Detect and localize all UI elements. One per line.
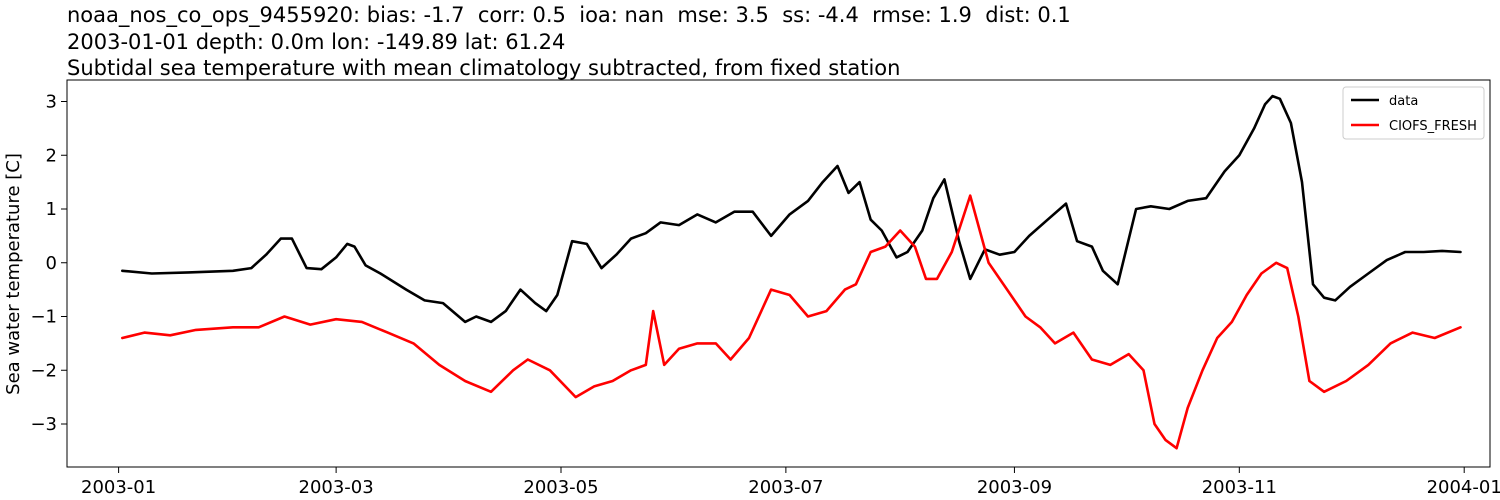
x-tick-label: 2003-03 (299, 477, 374, 498)
legend-label: CIOFS_FRESH (1389, 119, 1477, 134)
legend-label: data (1389, 94, 1418, 109)
y-axis-label: Sea water temperature [C] (3, 153, 24, 395)
y-tick-label: −2 (30, 360, 57, 381)
y-tick-label: 1 (46, 199, 57, 220)
y-tick-label: 3 (46, 92, 57, 113)
x-tick-label: 2003-07 (748, 477, 823, 498)
legend: data CIOFS_FRESH (1342, 86, 1485, 140)
series-line-data (121, 94, 1462, 324)
axes-layer: 2003-01 2003-03 2003-05 2003-07 2003-09 2003-… (30, 79, 1500, 498)
series-layer (121, 94, 1462, 450)
y-tick-label: 0 (46, 253, 57, 274)
x-tick-label: 2003-11 (1202, 477, 1277, 498)
y-tick-label: −1 (30, 307, 57, 328)
chart-title-line-3: Subtidal sea temperature with mean clima… (67, 56, 901, 80)
x-tick-label: 2003-01 (81, 477, 156, 498)
chart-title-line-1: noaa_nos_co_ops_9455920: bias: -1.7 corr… (67, 3, 1071, 27)
x-tick-label: 2004-01 (1427, 477, 1500, 498)
x-tick-label: 2003-05 (523, 477, 598, 498)
y-tick-label: 2 (46, 145, 57, 166)
series-line-model (121, 194, 1462, 450)
plot-frame (66, 79, 1491, 468)
y-tick-label: −3 (30, 414, 57, 435)
chart-title-line-2: 2003-01-01 depth: 0.0m lon: -149.89 lat:… (67, 30, 566, 54)
x-tick-label: 2003-09 (977, 477, 1052, 498)
